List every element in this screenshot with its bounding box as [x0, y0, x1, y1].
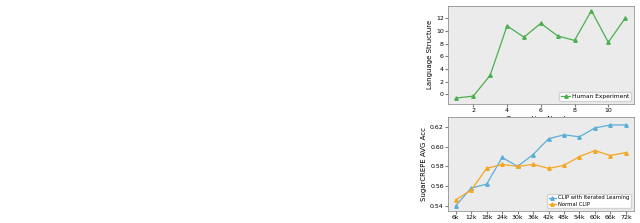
CLIP with Iterated Learning	[483, 183, 490, 186]
CLIP with Iterated Learning	[499, 156, 506, 159]
CLIP with Iterated Learning	[545, 137, 552, 140]
Human Experiment	[470, 95, 477, 97]
Human Experiment	[520, 36, 528, 39]
X-axis label: Generation Number: Generation Number	[506, 116, 575, 122]
Normal CLIP	[467, 189, 475, 191]
Y-axis label: Language Structure: Language Structure	[427, 20, 433, 89]
Human Experiment	[588, 9, 595, 12]
Normal CLIP	[514, 165, 522, 168]
CLIP with Iterated Learning	[452, 204, 460, 207]
CLIP with Iterated Learning	[467, 187, 475, 189]
Human Experiment	[537, 22, 545, 25]
Legend: CLIP with Iterated Learning, Normal CLIP: CLIP with Iterated Learning, Normal CLIP	[547, 194, 631, 208]
Normal CLIP	[607, 154, 614, 157]
Human Experiment	[452, 97, 460, 99]
CLIP with Iterated Learning	[529, 153, 537, 156]
Line: Normal CLIP: Normal CLIP	[454, 149, 628, 202]
CLIP with Iterated Learning	[560, 134, 568, 136]
CLIP with Iterated Learning	[622, 124, 630, 126]
Human Experiment	[486, 74, 494, 76]
Line: CLIP with Iterated Learning: CLIP with Iterated Learning	[454, 123, 628, 208]
Normal CLIP	[622, 151, 630, 154]
CLIP with Iterated Learning	[514, 165, 522, 168]
CLIP with Iterated Learning	[591, 127, 599, 129]
Human Experiment	[503, 25, 511, 27]
Human Experiment	[621, 17, 629, 20]
Normal CLIP	[452, 198, 460, 201]
Normal CLIP	[545, 167, 552, 170]
Normal CLIP	[560, 164, 568, 167]
Normal CLIP	[575, 155, 583, 158]
Legend: Human Experiment: Human Experiment	[559, 92, 630, 101]
Human Experiment	[554, 35, 561, 37]
Normal CLIP	[591, 149, 599, 152]
CLIP with Iterated Learning	[607, 124, 614, 126]
Normal CLIP	[483, 167, 490, 170]
Y-axis label: SugarCREPE AVG Acc: SugarCREPE AVG Acc	[421, 127, 428, 201]
Human Experiment	[571, 39, 579, 42]
CLIP with Iterated Learning	[575, 135, 583, 138]
Normal CLIP	[499, 163, 506, 166]
Human Experiment	[604, 41, 612, 44]
Line: Human Experiment: Human Experiment	[454, 9, 627, 100]
Normal CLIP	[529, 163, 537, 166]
